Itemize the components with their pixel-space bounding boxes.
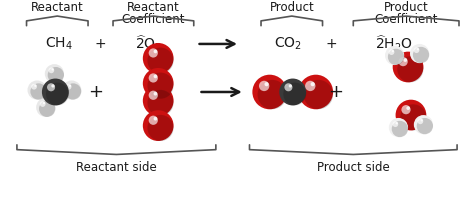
- Circle shape: [147, 115, 173, 141]
- Circle shape: [396, 100, 426, 131]
- Text: +: +: [88, 83, 103, 101]
- Circle shape: [143, 43, 173, 74]
- Circle shape: [392, 50, 394, 52]
- Circle shape: [69, 84, 71, 87]
- Text: +: +: [328, 83, 344, 101]
- Circle shape: [34, 84, 36, 87]
- Circle shape: [418, 118, 423, 124]
- Circle shape: [403, 58, 407, 62]
- Text: Product: Product: [384, 1, 428, 14]
- Circle shape: [417, 118, 433, 134]
- Circle shape: [305, 81, 316, 91]
- Circle shape: [252, 75, 287, 109]
- Circle shape: [143, 110, 173, 141]
- Text: +: +: [325, 37, 337, 51]
- Circle shape: [65, 83, 82, 100]
- Circle shape: [392, 121, 398, 127]
- Circle shape: [51, 84, 55, 88]
- Circle shape: [389, 118, 408, 137]
- Circle shape: [389, 49, 394, 55]
- Circle shape: [392, 121, 408, 137]
- Circle shape: [39, 101, 55, 117]
- Circle shape: [284, 83, 292, 91]
- Circle shape: [154, 50, 157, 53]
- Circle shape: [304, 80, 333, 109]
- Circle shape: [52, 68, 54, 71]
- Circle shape: [413, 47, 429, 63]
- Text: Coefficient: Coefficient: [122, 13, 185, 26]
- Circle shape: [46, 83, 69, 105]
- Circle shape: [143, 68, 173, 99]
- Circle shape: [149, 116, 158, 125]
- Circle shape: [43, 102, 45, 104]
- Circle shape: [406, 106, 410, 110]
- Circle shape: [30, 83, 47, 100]
- Circle shape: [147, 48, 173, 74]
- Circle shape: [410, 44, 429, 63]
- Text: CH$_4$: CH$_4$: [46, 36, 73, 52]
- Circle shape: [147, 73, 173, 99]
- Circle shape: [42, 78, 69, 105]
- Circle shape: [392, 52, 423, 82]
- Text: $\widehat{2}$O$_2$: $\widehat{2}$O$_2$: [135, 34, 162, 54]
- Circle shape: [147, 90, 173, 116]
- Circle shape: [396, 122, 398, 124]
- Circle shape: [420, 119, 423, 121]
- Circle shape: [47, 83, 55, 91]
- Circle shape: [399, 57, 408, 66]
- Circle shape: [414, 47, 419, 53]
- Text: Reactant side: Reactant side: [76, 161, 157, 174]
- Circle shape: [417, 48, 419, 50]
- Circle shape: [154, 117, 157, 121]
- Circle shape: [385, 46, 404, 65]
- Circle shape: [388, 49, 404, 65]
- Circle shape: [257, 80, 287, 109]
- Circle shape: [143, 85, 173, 116]
- Text: +: +: [95, 37, 106, 51]
- Circle shape: [48, 68, 54, 73]
- Circle shape: [264, 82, 269, 86]
- Text: Product: Product: [269, 1, 314, 14]
- Circle shape: [154, 75, 157, 78]
- Circle shape: [283, 83, 306, 105]
- Text: CO$_2$: CO$_2$: [274, 36, 302, 52]
- Circle shape: [48, 67, 64, 83]
- Circle shape: [400, 104, 426, 131]
- Circle shape: [259, 81, 269, 91]
- Circle shape: [289, 84, 292, 88]
- Circle shape: [279, 78, 306, 105]
- Text: Reactant: Reactant: [31, 1, 84, 14]
- Circle shape: [414, 115, 433, 134]
- Circle shape: [31, 84, 37, 90]
- Circle shape: [62, 80, 82, 100]
- Circle shape: [154, 92, 157, 95]
- Circle shape: [36, 98, 55, 117]
- Text: Product side: Product side: [317, 161, 390, 174]
- Circle shape: [27, 80, 47, 100]
- Circle shape: [40, 101, 46, 107]
- Circle shape: [45, 64, 64, 83]
- Circle shape: [397, 56, 423, 82]
- Text: Coefficient: Coefficient: [374, 13, 438, 26]
- Circle shape: [66, 84, 72, 90]
- Circle shape: [299, 75, 333, 109]
- Text: $\widehat{2}$H$_2$O: $\widehat{2}$H$_2$O: [374, 34, 413, 54]
- Circle shape: [149, 48, 158, 58]
- Text: Reactant: Reactant: [127, 1, 180, 14]
- Circle shape: [401, 105, 410, 114]
- Circle shape: [310, 82, 315, 86]
- Circle shape: [149, 73, 158, 83]
- Circle shape: [149, 91, 158, 100]
